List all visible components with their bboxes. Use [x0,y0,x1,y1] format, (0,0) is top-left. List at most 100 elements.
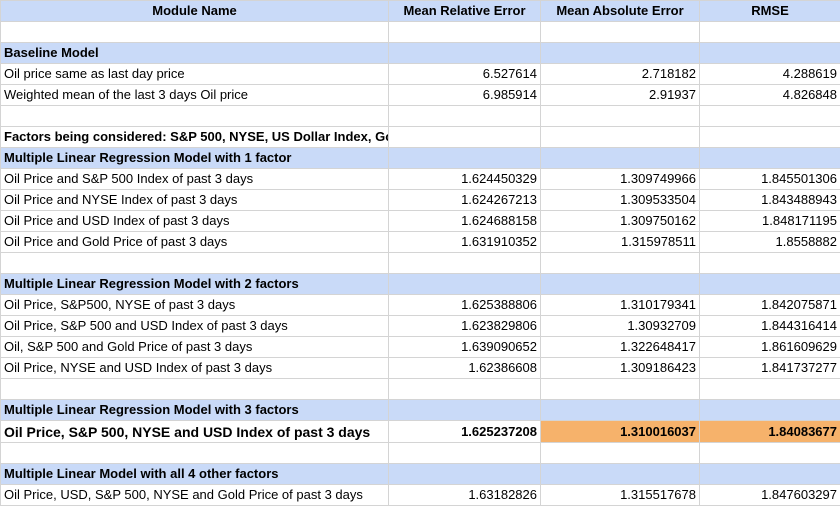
mre-cell[interactable]: 6.527614 [389,64,541,85]
empty-cell[interactable] [1,443,389,464]
mae-cell[interactable]: 2.91937 [541,85,700,106]
mre-cell[interactable]: 1.625237208 [389,421,541,443]
model-name-cell[interactable]: Oil Price, NYSE and USD Index of past 3 … [1,358,389,379]
model-name-cell[interactable]: Weighted mean of the last 3 days Oil pri… [1,85,389,106]
empty-cell[interactable] [389,106,541,127]
model-name-cell[interactable]: Oil Price and S&P 500 Index of past 3 da… [1,169,389,190]
empty-cell[interactable] [389,127,541,148]
empty-cell[interactable] [700,274,840,295]
empty-cell[interactable] [389,464,541,485]
empty-cell[interactable] [389,43,541,64]
mae-cell[interactable]: 1.309749966 [541,169,700,190]
header-mean-absolute-error[interactable]: Mean Absolute Error [541,1,700,22]
empty-cell[interactable] [700,400,840,421]
rmse-cell[interactable]: 1.845501306 [700,169,840,190]
mre-cell[interactable]: 1.62386608 [389,358,541,379]
empty-cell[interactable] [389,274,541,295]
rmse-cell[interactable]: 1.861609629 [700,337,840,358]
empty-cell[interactable] [541,274,700,295]
mre-cell[interactable]: 1.624267213 [389,190,541,211]
model-name-cell[interactable]: Oil price same as last day price [1,64,389,85]
empty-cell[interactable] [389,443,541,464]
empty-cell[interactable] [541,127,700,148]
empty-cell[interactable] [541,443,700,464]
model-name-cell[interactable]: Oil Price, S&P 500 and USD Index of past… [1,316,389,337]
empty-cell[interactable] [700,379,840,400]
empty-cell[interactable] [1,253,389,274]
factors-note[interactable]: Factors being considered: S&P 500, NYSE,… [1,127,389,148]
rmse-cell[interactable]: 1.841737277 [700,358,840,379]
mre-cell[interactable]: 1.63182826 [389,485,541,506]
model-name-cell[interactable]: Oil Price, S&P 500, NYSE and USD Index o… [1,421,389,443]
section-title[interactable]: Multiple Linear Model with all 4 other f… [1,464,389,485]
model-name-cell[interactable]: Oil, S&P 500 and Gold Price of past 3 da… [1,337,389,358]
empty-cell[interactable] [700,464,840,485]
mre-cell[interactable]: 1.625388806 [389,295,541,316]
header-rmse[interactable]: RMSE [700,1,840,22]
mre-cell[interactable]: 1.624450329 [389,169,541,190]
mae-cell[interactable]: 1.315517678 [541,485,700,506]
empty-cell[interactable] [389,22,541,43]
empty-cell[interactable] [389,379,541,400]
empty-cell[interactable] [541,253,700,274]
mae-cell[interactable]: 1.309750162 [541,211,700,232]
empty-cell[interactable] [1,22,389,43]
mre-cell[interactable]: 1.639090652 [389,337,541,358]
empty-cell[interactable] [541,106,700,127]
empty-cell[interactable] [541,464,700,485]
header-module-name[interactable]: Module Name [1,1,389,22]
mae-cell[interactable]: 1.309533504 [541,190,700,211]
mae-cell[interactable]: 1.322648417 [541,337,700,358]
section-title[interactable]: Multiple Linear Regression Model with 3 … [1,400,389,421]
mre-cell[interactable]: 1.631910352 [389,232,541,253]
mae-cell[interactable]: 1.315978511 [541,232,700,253]
empty-cell[interactable] [541,379,700,400]
mae-cell[interactable]: 1.310016037 [541,421,700,443]
table-row: Weighted mean of the last 3 days Oil pri… [1,85,840,106]
empty-cell[interactable] [1,379,389,400]
mae-cell[interactable]: 1.310179341 [541,295,700,316]
mae-cell[interactable]: 2.718182 [541,64,700,85]
rmse-cell[interactable]: 1.84083677 [700,421,840,443]
empty-cell[interactable] [700,106,840,127]
empty-cell[interactable] [700,253,840,274]
rmse-cell[interactable]: 4.288619 [700,64,840,85]
model-name-cell[interactable]: Oil Price, S&P500, NYSE of past 3 days [1,295,389,316]
section-title[interactable]: Multiple Linear Regression Model with 2 … [1,274,389,295]
model-name-cell[interactable]: Oil Price and Gold Price of past 3 days [1,232,389,253]
rmse-cell[interactable]: 1.848171195 [700,211,840,232]
mre-cell[interactable]: 6.985914 [389,85,541,106]
empty-cell[interactable] [389,400,541,421]
empty-cell[interactable] [389,148,541,169]
rmse-cell[interactable]: 1.847603297 [700,485,840,506]
mre-cell[interactable]: 1.624688158 [389,211,541,232]
rmse-cell[interactable]: 1.843488943 [700,190,840,211]
empty-cell[interactable] [541,43,700,64]
model-name-cell[interactable]: Oil Price and USD Index of past 3 days [1,211,389,232]
rmse-cell[interactable]: 1.844316414 [700,316,840,337]
model-name-cell[interactable]: Oil Price, USD, S&P 500, NYSE and Gold P… [1,485,389,506]
empty-cell[interactable] [700,127,840,148]
mae-cell[interactable]: 1.30932709 [541,316,700,337]
section-title[interactable]: Baseline Model [1,43,389,64]
table-row: Oil Price and S&P 500 Index of past 3 da… [1,169,840,190]
empty-cell[interactable] [700,22,840,43]
empty-cell[interactable] [700,43,840,64]
empty-cell[interactable] [541,148,700,169]
empty-cell[interactable] [541,400,700,421]
header-mean-relative-error[interactable]: Mean Relative Error [389,1,541,22]
empty-cell[interactable] [1,106,389,127]
empty-cell[interactable] [389,253,541,274]
empty-cell[interactable] [700,148,840,169]
rmse-cell[interactable]: 4.826848 [700,85,840,106]
rmse-cell[interactable]: 1.8558882 [700,232,840,253]
section-title[interactable]: Multiple Linear Regression Model with 1 … [1,148,389,169]
mre-cell[interactable]: 1.623829806 [389,316,541,337]
model-name-cell[interactable]: Oil Price and NYSE Index of past 3 days [1,190,389,211]
mae-cell[interactable]: 1.309186423 [541,358,700,379]
empty-cell[interactable] [541,22,700,43]
rmse-cell[interactable]: 1.842075871 [700,295,840,316]
empty-cell[interactable] [700,443,840,464]
